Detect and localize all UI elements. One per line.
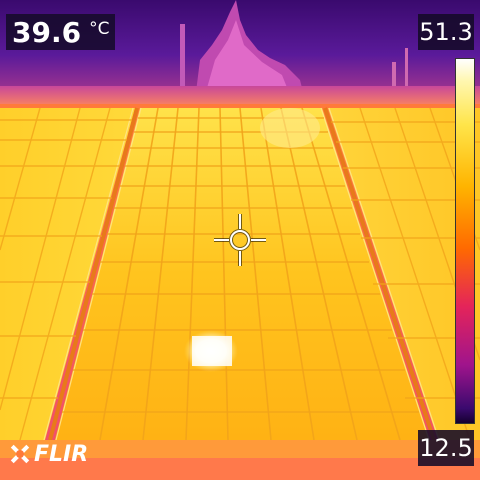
scale-min-label: 12.5 [418, 430, 474, 466]
crosshair-icon [214, 214, 266, 266]
spot-temperature-value: 39.6 [12, 16, 82, 49]
spot-temperature-readout: 39.6 °C [6, 14, 116, 50]
temperature-color-scale [455, 58, 475, 424]
brand-wordmark: FLIR [34, 441, 89, 467]
temperature-unit: °C [89, 19, 110, 39]
flir-logo-icon [10, 444, 30, 464]
scale-max-label: 51.3 [418, 14, 474, 50]
flir-logo: FLIR [8, 440, 88, 468]
